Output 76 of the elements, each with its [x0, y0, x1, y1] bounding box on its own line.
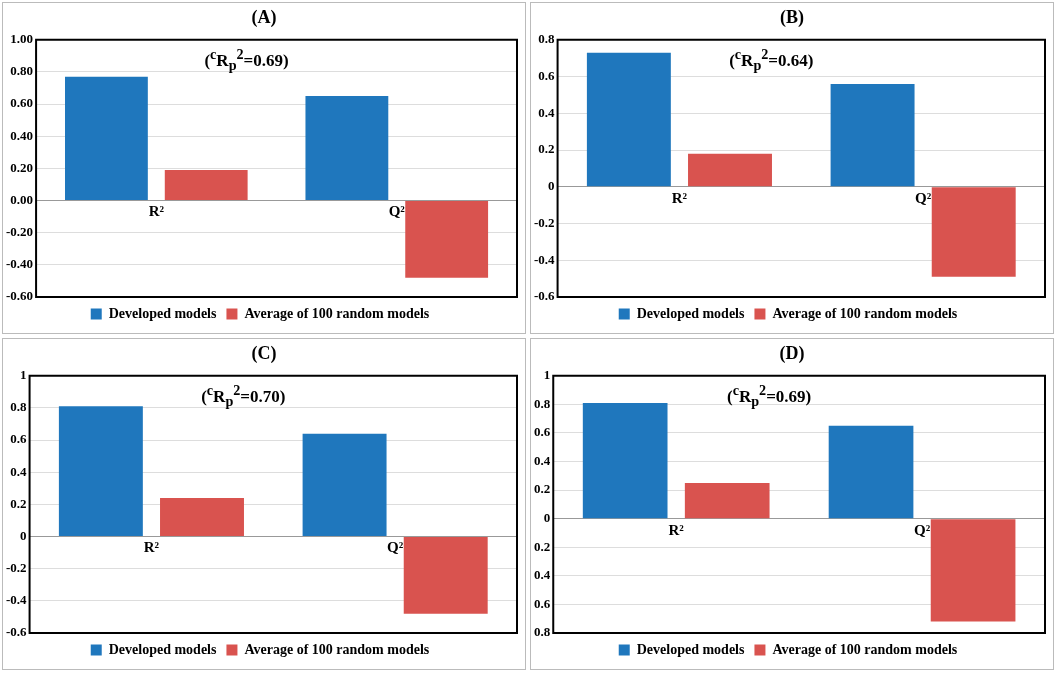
- x-tick-label: Q²: [913, 521, 931, 538]
- y-tick-label: 0.4: [534, 567, 551, 583]
- y-tick-label: 0.6: [534, 595, 551, 611]
- annotation: ($^{c}$R$_{p}$$^{2}$=0.64): [729, 45, 814, 74]
- y-tick-label: 0.60: [10, 95, 34, 111]
- bar: [828, 425, 914, 519]
- y-tick-label: 0.40: [10, 127, 34, 143]
- y-tick-label: 0.80: [10, 63, 34, 79]
- y-tick-label: 0: [548, 178, 555, 194]
- bar: [160, 497, 244, 537]
- y-tick-label: 0: [20, 527, 27, 543]
- y-tick-label: 0.2: [10, 495, 27, 511]
- bar: [405, 201, 489, 278]
- annotation: ($^{c}$R$_{p}$$^{2}$=0.69): [204, 45, 289, 74]
- x-tick-label: Q²: [387, 539, 404, 556]
- y-tick-label: -0.60: [5, 288, 34, 304]
- bar: [931, 187, 1016, 277]
- bar: [58, 406, 143, 537]
- y-tick-label: -0.6: [533, 288, 556, 304]
- x-tick-label: R²: [671, 189, 688, 206]
- legend-label: Average of 100 random models: [772, 641, 958, 657]
- x-tick-label: Q²: [915, 189, 932, 206]
- chart-title: (D): [778, 343, 806, 364]
- y-tick-label: 1: [543, 367, 551, 383]
- y-tick-label: 0: [543, 510, 551, 526]
- y-tick-label: 0.2: [534, 481, 551, 497]
- y-tick-label: 0.2: [534, 538, 551, 554]
- y-tick-label: -0.6: [5, 624, 28, 640]
- bar: [65, 76, 148, 201]
- y-tick-label: 0.6: [10, 431, 28, 447]
- y-tick-label: 0.8: [10, 399, 28, 415]
- y-tick-label: -0.2: [5, 560, 27, 576]
- y-tick-label: 0.6: [538, 67, 556, 83]
- bar: [586, 52, 671, 187]
- chart-title: (B): [779, 7, 805, 28]
- y-tick-label: -0.4: [5, 592, 28, 608]
- legend-label: Developed models: [636, 305, 745, 321]
- bar: [305, 96, 389, 201]
- bar: [164, 170, 248, 201]
- y-tick-label: 0.2: [538, 141, 555, 157]
- y-tick-label: 0.8: [534, 395, 551, 411]
- y-tick-label: 0.4: [538, 104, 556, 120]
- x-tick-label: R²: [143, 539, 160, 556]
- y-tick-label: -0.40: [5, 256, 34, 272]
- legend-label: Developed models: [108, 305, 217, 321]
- y-tick-label: 0.4: [10, 463, 28, 479]
- chart-title: (A): [250, 7, 278, 28]
- x-tick-label: Q²: [388, 203, 406, 220]
- y-tick-label: 1: [20, 367, 27, 383]
- bar: [403, 537, 488, 614]
- bar: [688, 153, 772, 187]
- legend-label: Developed models: [636, 641, 745, 657]
- legend-label: Average of 100 random models: [772, 305, 958, 321]
- chart-title: (C): [250, 343, 278, 364]
- bar: [930, 519, 1016, 622]
- bar: [582, 402, 668, 519]
- y-tick-label: -0.2: [533, 214, 555, 230]
- y-tick-label: 0.00: [10, 191, 34, 207]
- annotation: ($^{c}$R$_{p}$$^{2}$=0.69): [726, 381, 812, 410]
- y-tick-label: -0.20: [5, 224, 34, 240]
- annotation: ($^{c}$R$_{p}$$^{2}$=0.70): [201, 381, 286, 410]
- y-tick-label: 0.8: [534, 624, 551, 640]
- y-tick-label: 0.6: [534, 424, 551, 440]
- legend-label: Developed models: [108, 641, 217, 657]
- legend-label: Average of 100 random models: [244, 641, 430, 657]
- x-tick-label: R²: [148, 203, 165, 220]
- y-tick-label: 0.8: [538, 31, 556, 47]
- y-tick-label: 1.00: [10, 31, 34, 47]
- y-tick-label: 0.4: [534, 452, 551, 468]
- bar: [302, 433, 387, 537]
- bar: [830, 83, 915, 187]
- x-tick-label: R²: [668, 521, 685, 538]
- y-tick-label: -0.4: [533, 251, 556, 267]
- bar: [684, 482, 770, 519]
- y-tick-label: 0.20: [10, 159, 34, 175]
- legend-label: Average of 100 random models: [244, 305, 430, 321]
